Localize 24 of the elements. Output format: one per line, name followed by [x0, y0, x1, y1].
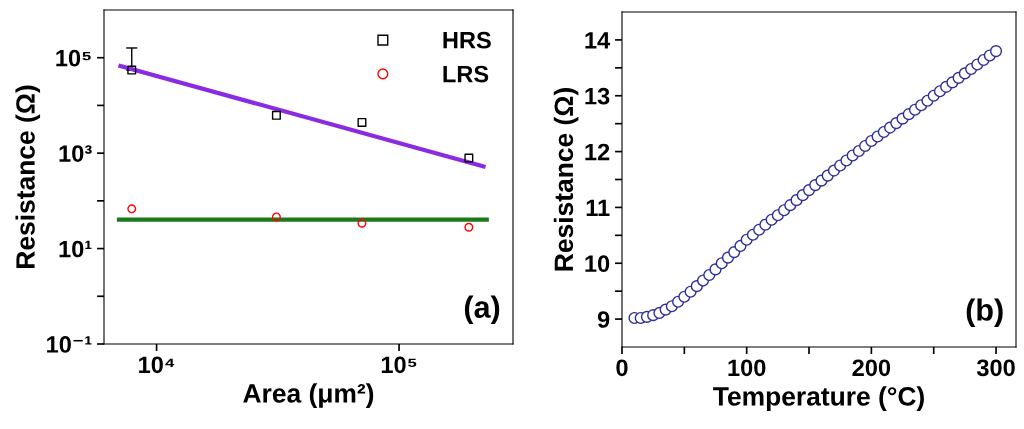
- y-tick-label: 13: [585, 87, 610, 105]
- y-tick-label: 9: [597, 311, 610, 328]
- annotation: (b): [966, 298, 1003, 327]
- x-tick-label: 0: [616, 359, 628, 377]
- x-axis-title: Area (μm²): [243, 383, 374, 408]
- y-tick-label: 14: [585, 32, 611, 49]
- y-tick-label: 12: [585, 143, 610, 161]
- legend-label: LRS: [443, 65, 489, 83]
- y-tick-label: 10¹: [59, 240, 92, 258]
- y-tick-label: 10³: [59, 145, 92, 162]
- x-tick-label: 10⁴: [139, 356, 175, 374]
- x-tick-label: 100: [728, 359, 766, 377]
- x-tick-label: 10⁵: [381, 356, 417, 374]
- x-tick-label: 200: [852, 359, 891, 377]
- legend-label: HRS: [443, 31, 491, 49]
- x-axis-title: Temperature (°C): [713, 386, 924, 411]
- x-tick-label: 300: [976, 359, 1015, 377]
- y-tick-label: 11: [586, 199, 610, 216]
- y-axis-title: Resistance (Ω): [553, 88, 579, 271]
- annotation: (a): [464, 295, 500, 324]
- y-tick-label: 10: [585, 255, 610, 273]
- y-tick-label: 10⁻¹: [47, 336, 92, 353]
- y-axis-title: Resistance (Ω): [15, 85, 41, 268]
- y-tick-label: 10⁵: [56, 49, 91, 67]
